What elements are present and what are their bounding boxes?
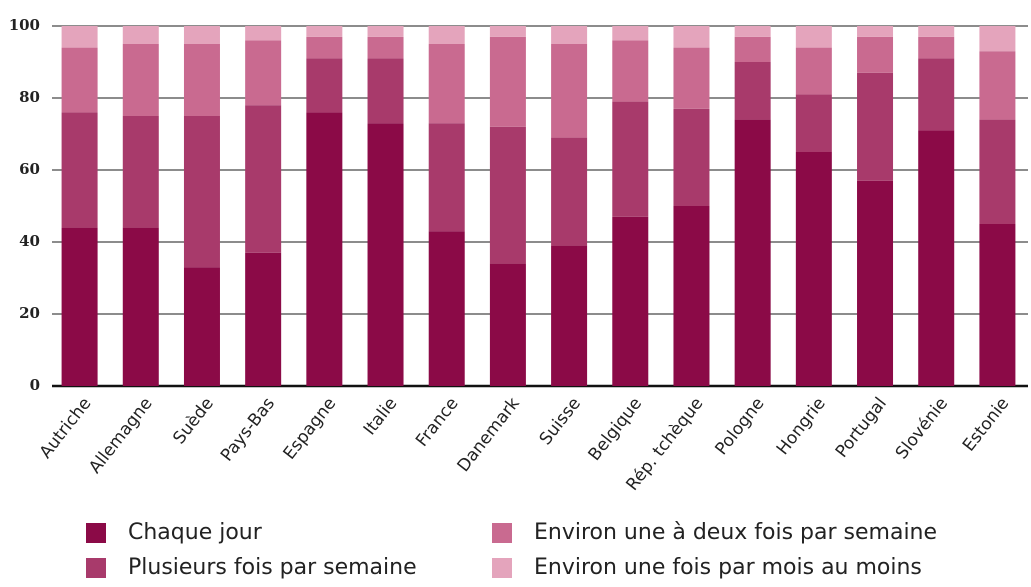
- bar-segment: [612, 26, 649, 41]
- bar-segment: [795, 152, 832, 386]
- bar-segment: [306, 36, 343, 59]
- bar-segment: [673, 47, 710, 109]
- bar-segment: [61, 26, 98, 48]
- bar-segment: [551, 44, 588, 138]
- bar-segment: [918, 58, 955, 131]
- bar-segment: [122, 116, 159, 228]
- bar-segment: [183, 44, 220, 116]
- bar-segment: [367, 58, 404, 124]
- bar-segment: [673, 206, 710, 386]
- bar-segment: [857, 180, 894, 386]
- bar-segment: [245, 105, 282, 253]
- x-tick-label: Espagne: [280, 394, 341, 464]
- bar-segment: [918, 36, 955, 59]
- bar-segment: [857, 72, 894, 181]
- bar-segment: [122, 26, 159, 44]
- bar-segment: [489, 36, 526, 127]
- bar-segment: [673, 108, 710, 206]
- bar-segment: [367, 26, 404, 37]
- bar-segment: [612, 216, 649, 386]
- x-tick-label: Autriche: [36, 394, 96, 463]
- bar-segment: [734, 62, 771, 120]
- bar-segment: [489, 26, 526, 37]
- bar-segment: [673, 26, 710, 48]
- bar-segment: [306, 58, 343, 113]
- bar-segment: [183, 26, 220, 44]
- bar-segment: [612, 40, 649, 102]
- bar-segment: [734, 119, 771, 386]
- bar-segment: [61, 112, 98, 228]
- bar-segment: [795, 94, 832, 152]
- bar-segment: [306, 26, 343, 37]
- bar-segment: [245, 26, 282, 41]
- x-tick-label: Allemagne: [85, 394, 157, 478]
- y-tick-label: 0: [30, 376, 40, 394]
- bar-segment: [183, 116, 220, 268]
- legend-swatch: [86, 523, 106, 543]
- bar-segment: [918, 130, 955, 386]
- legend-swatch: [492, 523, 512, 543]
- bar-segment: [489, 263, 526, 386]
- bar-segment: [857, 26, 894, 37]
- y-tick-label: 60: [19, 160, 40, 178]
- y-tick-label: 20: [19, 304, 40, 322]
- x-tick-label: Hongrie: [773, 394, 830, 459]
- bar-segment: [245, 252, 282, 386]
- bar-segment: [367, 36, 404, 59]
- bar-segment: [367, 123, 404, 386]
- bar-segment: [979, 224, 1016, 386]
- x-tick-label: France: [412, 394, 463, 451]
- bar-segment: [979, 119, 1016, 224]
- bar-segment: [122, 227, 159, 386]
- bar-segment: [795, 26, 832, 48]
- bar-segment: [428, 231, 465, 386]
- bar-segment: [306, 112, 343, 387]
- bar-segment: [979, 26, 1016, 52]
- legend-label: Environ une fois par mois au moins: [534, 555, 922, 580]
- x-tick-label: Portugal: [832, 394, 891, 462]
- x-tick-label: Danemark: [454, 394, 524, 476]
- bar-segment: [61, 227, 98, 386]
- x-tick-label: Slovénie: [892, 394, 952, 463]
- legend-swatch: [492, 558, 512, 578]
- x-tick-label: Italie: [360, 394, 402, 439]
- bar-segment: [734, 36, 771, 62]
- bar-segment: [734, 26, 771, 37]
- legend-label: Plusieurs fois par semaine: [128, 555, 417, 580]
- x-tick-label: Suède: [169, 394, 218, 448]
- bar-segment: [61, 47, 98, 113]
- bar-segment: [489, 126, 526, 264]
- bar-segment: [551, 245, 588, 386]
- bar-segment: [551, 26, 588, 44]
- bar-segment: [918, 26, 955, 37]
- bar-segment: [979, 51, 1016, 120]
- bar-segment: [428, 44, 465, 124]
- bar-segment: [795, 47, 832, 95]
- x-tick-label: Pologne: [711, 394, 768, 459]
- bar-segment: [428, 123, 465, 232]
- bar-segment: [551, 137, 588, 246]
- x-tick-label: Suisse: [536, 394, 585, 449]
- y-tick-label: 80: [19, 88, 40, 106]
- y-tick-label: 100: [9, 16, 40, 34]
- bar-segment: [122, 44, 159, 116]
- bar-segment: [428, 26, 465, 44]
- legend-swatch: [86, 558, 106, 578]
- legend-label: Environ une à deux fois par semaine: [534, 520, 937, 545]
- x-tick-label: Belgique: [585, 394, 647, 465]
- bar-segment: [857, 36, 894, 73]
- legend-label: Chaque jour: [128, 520, 263, 545]
- x-tick-label: Estonie: [959, 394, 1013, 456]
- bar-segment: [612, 101, 649, 217]
- x-tick-label: Pays-Bas: [217, 394, 279, 466]
- bar-segment: [245, 40, 282, 106]
- y-tick-label: 40: [19, 232, 40, 250]
- bar-segment: [183, 267, 220, 386]
